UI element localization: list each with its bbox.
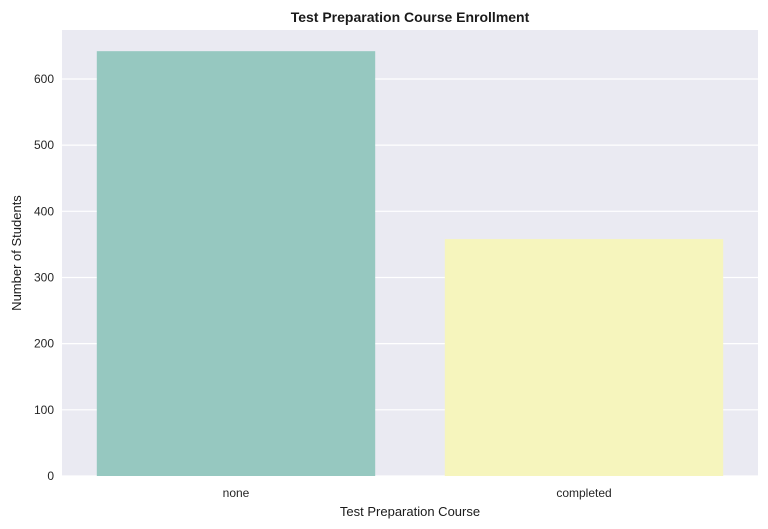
y-tick-label: 500 — [34, 138, 54, 152]
bar-completed — [444, 239, 724, 476]
bar-none — [96, 51, 376, 476]
y-tick-label: 0 — [47, 469, 54, 483]
y-tick-label: 400 — [34, 204, 54, 218]
y-tick-label: 200 — [34, 337, 54, 351]
y-tick-label: 300 — [34, 270, 54, 284]
x-axis-ticks: none completed — [223, 486, 612, 500]
x-tick-label-completed: completed — [556, 486, 611, 500]
y-axis-ticks: 0 100 200 300 400 500 600 — [34, 72, 54, 483]
x-axis-label: Test Preparation Course — [340, 504, 480, 519]
y-tick-label: 600 — [34, 72, 54, 86]
y-tick-label: 100 — [34, 403, 54, 417]
bars — [96, 51, 724, 476]
chart-title: Test Preparation Course Enrollment — [291, 9, 530, 25]
y-axis-label: Number of Students — [9, 195, 24, 311]
x-tick-label-none: none — [223, 486, 250, 500]
